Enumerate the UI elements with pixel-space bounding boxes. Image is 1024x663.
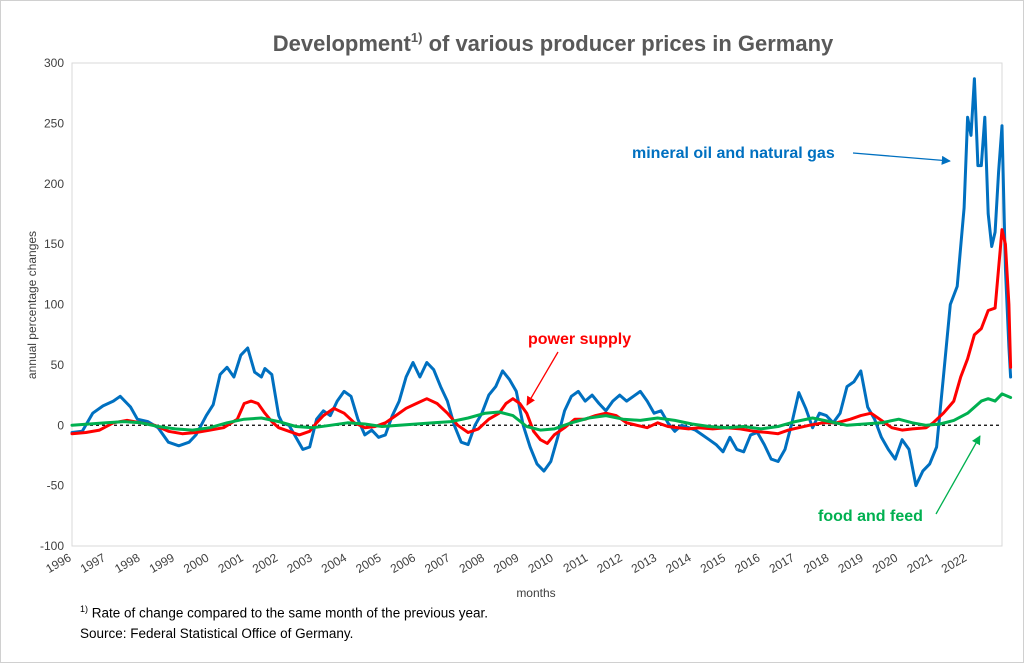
series-group <box>70 77 1013 488</box>
x-tick-label: 2002 <box>250 550 280 576</box>
footnote: 1) Rate of change compared to the same m… <box>80 604 488 621</box>
chart-title: Development1) of various producer prices… <box>273 30 834 56</box>
x-tick-label: 2011 <box>561 550 591 575</box>
y-tick-label: 250 <box>44 116 64 130</box>
x-tick-label: 2020 <box>870 550 900 576</box>
x-tick-label: 2018 <box>801 550 831 576</box>
chart-title-superscript: 1) <box>411 30 423 45</box>
y-tick-label: -100 <box>40 539 64 553</box>
x-tick-label: 2017 <box>767 550 797 576</box>
x-tick-label: 2022 <box>939 550 969 576</box>
x-tick-label: 2004 <box>319 550 349 576</box>
y-tick-label: 200 <box>44 177 64 191</box>
y-tick-label: 100 <box>44 298 64 312</box>
x-tick-label: 2003 <box>284 550 314 576</box>
annotation-arrow <box>852 152 951 165</box>
x-axis-label: months <box>516 586 555 600</box>
series-line-2 <box>70 228 1013 445</box>
x-tick-label: 2021 <box>904 550 934 576</box>
x-tick-label: 1998 <box>112 550 142 576</box>
annotations: mineral oil and natural gas power supply f… <box>526 145 981 525</box>
x-tick-label: 2010 <box>526 550 556 576</box>
footnote-marker: 1) <box>80 604 89 614</box>
annotation-label: power supply <box>528 331 631 348</box>
y-tick-label: 300 <box>44 56 64 70</box>
y-tick-label: 150 <box>44 237 64 251</box>
y-tick-label: 50 <box>51 358 65 372</box>
plot-area <box>71 62 1003 547</box>
source-note: Source: Federal Statistical Office of Ge… <box>80 626 354 641</box>
series-line-3 <box>70 392 1013 432</box>
chart-title-main: Development <box>273 31 412 56</box>
x-tick-label: 1997 <box>78 550 108 576</box>
x-tick-label: 2000 <box>181 550 211 576</box>
x-tick-label: 2005 <box>353 550 383 576</box>
annotation-arrow <box>526 351 559 406</box>
annotation-arrow <box>935 435 981 515</box>
y-tick-label: 0 <box>57 418 64 432</box>
x-tick-label: 2006 <box>388 550 418 576</box>
x-tick-label: 1999 <box>147 550 177 576</box>
x-tick-label: 2015 <box>698 550 728 576</box>
x-tick-label: 2009 <box>491 550 521 576</box>
annotation-label: mineral oil and natural gas <box>632 145 835 162</box>
x-tick-label: 1996 <box>43 550 73 576</box>
y-tick-label: -50 <box>47 479 65 493</box>
x-tick-label: 2007 <box>422 550 452 576</box>
y-axis-label: annual percentage changes <box>25 231 39 379</box>
x-tick-label: 2019 <box>836 550 866 576</box>
footnote-text: Rate of change compared to the same mont… <box>88 605 488 621</box>
chart-title-rest: of various producer prices in Germany <box>422 31 834 56</box>
x-tick-label: 2008 <box>457 550 487 576</box>
x-tick-label: 2014 <box>663 550 693 576</box>
x-tick-label: 2012 <box>594 550 624 576</box>
x-tick-label: 2001 <box>216 550 246 576</box>
annotation-label: food and feed <box>818 508 923 525</box>
x-tick-label: 2013 <box>629 550 659 576</box>
series-line-1 <box>70 77 1013 488</box>
x-tick-label: 2016 <box>732 550 762 576</box>
